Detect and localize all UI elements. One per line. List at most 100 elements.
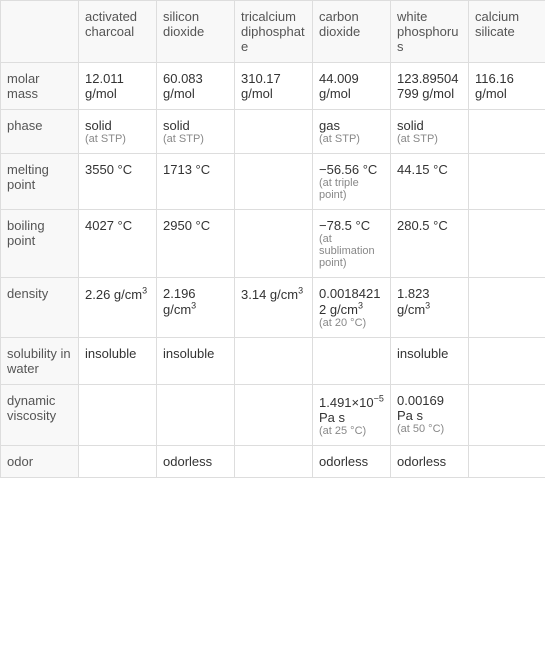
cell-note: (at STP) [163,133,228,145]
cell-value: 2.196 g/cm3 [163,286,196,317]
table-cell: 116.16 g/mol [469,63,545,110]
row-header: phase [1,110,79,154]
cell-value: 123.89504799 g/mol [397,71,458,101]
cell-value: odorless [397,454,446,469]
table-row: melting point 3550 °C 1713 °C −56.56 °C(at … [1,154,545,210]
cell-value: 310.17 g/mol [241,71,281,101]
table-cell: gas(at STP) [313,110,391,154]
properties-table: activated charcoal silicon dioxide trica… [0,0,545,478]
cell-value: 0.00184212 g/cm3 [319,286,380,317]
row-header: boiling point [1,210,79,278]
column-header: calcium silicate [469,1,545,63]
cell-superscript: 3 [358,301,363,311]
cell-value: 12.011 g/mol [85,71,124,101]
table-cell: insoluble [157,338,235,385]
cell-value: solid [397,118,424,133]
column-header: tricalcium diphosphate [235,1,313,63]
cell-value: insoluble [397,346,448,361]
table-cell: odorless [313,445,391,477]
cell-value: −56.56 °C [319,162,377,177]
cell-superscript: −5 [374,393,384,403]
table-row: solubility in waterinsolubleinsolubleins… [1,338,545,385]
row-header: odor [1,445,79,477]
cell-value: odorless [163,454,212,469]
table-cell [469,110,545,154]
table-cell [235,210,313,278]
cell-value: solid [85,118,112,133]
header-row: activated charcoal silicon dioxide trica… [1,1,545,63]
table-cell [469,445,545,477]
column-header: silicon dioxide [157,1,235,63]
table-cell [313,338,391,385]
cell-value: 2.26 g/cm3 [85,287,147,302]
cell-value: 1.491×10−5 Pa s [319,395,384,425]
table-cell: 2950 °C [157,210,235,278]
table-row: boiling point4027 °C2950 °C−78.5 °C(at s… [1,210,545,278]
row-header: dynamic viscosity [1,385,79,445]
table-cell [235,385,313,445]
cell-value: 3.14 g/cm3 [241,287,303,302]
table-cell: 0.00184212 g/cm3(at 20 °C) [313,278,391,338]
cell-value: 2950 °C [163,218,210,233]
table-cell: solid(at STP) [391,110,469,154]
table-cell: 3.14 g/cm3 [235,278,313,338]
table-cell: 1.491×10−5 Pa s(at 25 °C) [313,385,391,445]
table-cell [79,385,157,445]
table-cell [235,338,313,385]
table-row: odor odorless odorless odorless [1,445,545,477]
cell-note: (at triple point) [319,177,384,201]
cell-note: (at STP) [85,133,150,145]
table-cell [235,154,313,210]
table-cell: insoluble [79,338,157,385]
table-cell: insoluble [391,338,469,385]
table-cell: odorless [157,445,235,477]
cell-value: 3550 °C [85,162,132,177]
table-cell [235,445,313,477]
cell-value: −78.5 °C [319,218,370,233]
table-cell: 0.00169 Pa s(at 50 °C) [391,385,469,445]
table-cell [235,110,313,154]
table-cell: −56.56 °C(at triple point) [313,154,391,210]
cell-value: 44.15 °C [397,162,448,177]
cell-value: 1713 °C [163,162,210,177]
table-cell [469,385,545,445]
table-row: phasesolid(at STP)solid(at STP)gas(at ST… [1,110,545,154]
cell-value: odorless [319,454,368,469]
table-cell: 44.15 °C [391,154,469,210]
table-cell: 1713 °C [157,154,235,210]
table-cell: 44.009 g/mol [313,63,391,110]
cell-note: (at 20 °C) [319,317,384,329]
table-cell [469,210,545,278]
table-cell: odorless [391,445,469,477]
table-cell: 60.083 g/mol [157,63,235,110]
table-cell [469,338,545,385]
row-header: solubility in water [1,338,79,385]
column-header: white phosphorus [391,1,469,63]
cell-value: 44.009 g/mol [319,71,359,101]
table-cell [157,385,235,445]
cell-superscript: 3 [425,301,430,311]
table-cell: 3550 °C [79,154,157,210]
table-row: dynamic viscosity 1.491×10−5 Pa s(at 25 °… [1,385,545,445]
cell-value: gas [319,118,340,133]
table-cell: 123.89504799 g/mol [391,63,469,110]
table-cell: 1.823 g/cm3 [391,278,469,338]
table-cell: 310.17 g/mol [235,63,313,110]
cell-value: insoluble [163,346,214,361]
cell-value: solid [163,118,190,133]
table-cell: 2.26 g/cm3 [79,278,157,338]
table-cell: 280.5 °C [391,210,469,278]
table-row: molar mass12.011 g/mol 60.083 g/mol310.17… [1,63,545,110]
cell-superscript: 3 [142,286,147,296]
table-cell [469,154,545,210]
column-header: carbon dioxide [313,1,391,63]
cell-note: (at STP) [397,133,462,145]
row-header: density [1,278,79,338]
cell-note: (at 50 °C) [397,423,462,435]
column-header: activated charcoal [79,1,157,63]
corner-cell [1,1,79,63]
cell-superscript: 3 [298,286,303,296]
row-header: molar mass [1,63,79,110]
row-header: melting point [1,154,79,210]
table-body: molar mass12.011 g/mol 60.083 g/mol310.17… [1,63,545,478]
